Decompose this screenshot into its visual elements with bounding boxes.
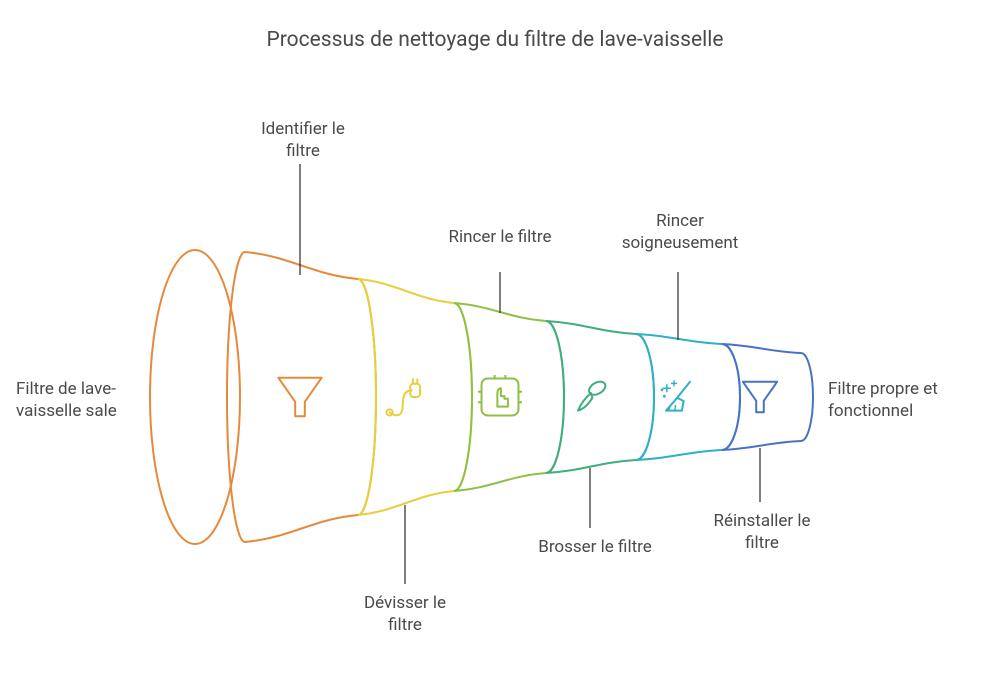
label-rinse1: Rincer le filtre [430,226,570,248]
funnel-boundary-4 [636,334,654,460]
funnel-segment-rinse2 [636,334,740,460]
diagram-stage: Processus de nettoyage du filtre de lave… [0,0,990,691]
funnel-segment-identify [245,252,376,542]
label-reinstall: Réinstaller le filtre [702,510,822,554]
funnel-left-arc [227,252,245,542]
funnel-boundary-3 [546,321,564,473]
label-rinse2: Rincer soigneusement [610,210,750,254]
funnel-boundary-1 [358,279,376,515]
funnel-svg [0,0,990,691]
funnel-segment-brush [546,321,654,473]
funnel-icon [278,378,321,416]
input-label: Filtre de lave- vaisselle sale [16,378,146,422]
output-label: Filtre propre et fonctionnel [828,378,978,422]
funnel-icon [743,382,777,412]
broom-icon [661,380,690,410]
cord-icon [387,379,420,416]
brush-icon [578,379,608,411]
funnel-boundary-5 [722,344,740,450]
hand-icon [478,375,522,415]
funnel-segment-rinse1 [454,303,564,491]
label-identify: Identifier le filtre [248,118,358,162]
label-brush: Brosser le filtre [520,536,670,558]
funnel-boundary-2 [454,303,472,491]
label-unscrew: Dévisser le filtre [350,592,460,636]
